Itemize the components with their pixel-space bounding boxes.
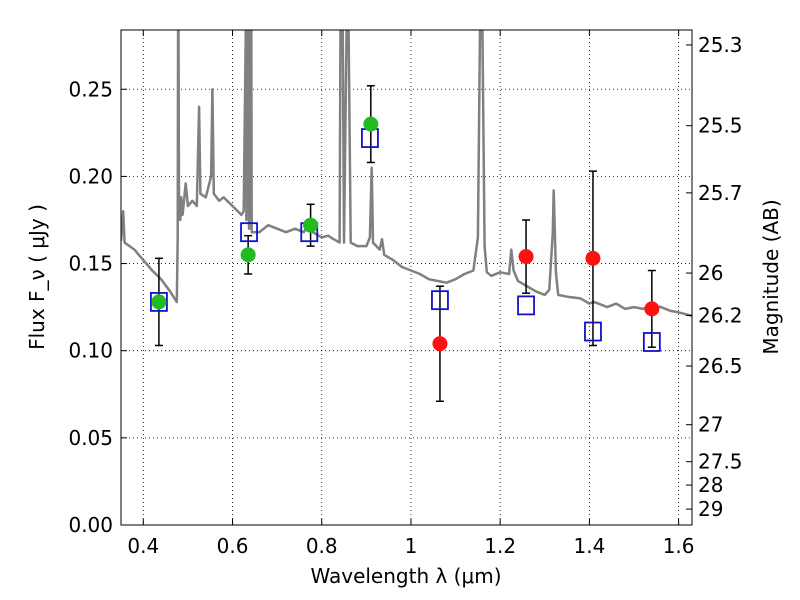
right-tick-label: 25.7 bbox=[698, 181, 743, 205]
y-tick-label: 0.05 bbox=[68, 426, 113, 450]
plot-background bbox=[121, 30, 692, 525]
y-tick-label: 0.25 bbox=[68, 77, 113, 101]
x-tick-label: 1.4 bbox=[573, 534, 605, 558]
plot-frame bbox=[120, 29, 693, 526]
x-axis-label: Wavelength λ (μm) bbox=[310, 564, 501, 588]
y-axis-label: Flux F_ν ( μJy ) bbox=[25, 204, 49, 350]
observed-point bbox=[303, 217, 319, 233]
grid bbox=[121, 30, 692, 526]
observed-point bbox=[240, 247, 256, 263]
x-tick-label: 0.8 bbox=[306, 534, 338, 558]
x-tick-label: 1.6 bbox=[663, 534, 695, 558]
x-tick-label: 1.2 bbox=[484, 534, 516, 558]
y-tick-label: 0.15 bbox=[68, 252, 113, 276]
right-tick-label: 25.5 bbox=[698, 114, 743, 138]
model-square-point bbox=[150, 292, 168, 312]
observed-point bbox=[644, 301, 660, 317]
right-tick-label: 27 bbox=[698, 413, 723, 437]
y-tick-label: 0.10 bbox=[68, 339, 113, 363]
plot-area bbox=[121, 30, 692, 402]
spectrum-line bbox=[121, 30, 692, 318]
right-tick-label: 28 bbox=[698, 473, 723, 497]
x-tick-label: 1 bbox=[405, 534, 418, 558]
observed-point bbox=[363, 116, 379, 132]
model-square-point bbox=[584, 321, 602, 342]
right-tick-label: 29 bbox=[698, 497, 723, 521]
y-tick-label: 0.20 bbox=[68, 164, 113, 188]
model-square-point bbox=[240, 222, 258, 243]
x-tick-label: 0.4 bbox=[127, 534, 159, 558]
right-tick-label: 25.3 bbox=[698, 33, 743, 57]
right-tick-label: 26 bbox=[698, 261, 723, 285]
right-tick-label: 26.2 bbox=[698, 303, 743, 327]
y-tick-label: 0.00 bbox=[68, 513, 113, 537]
right-tick-label: 27.5 bbox=[698, 450, 743, 474]
observed-point bbox=[518, 249, 534, 265]
observed-point bbox=[585, 250, 601, 266]
axes: 0.4 0.6 0.8 1 1.2 1.4 1.6 0.00 0.05 0.10 0.15 0.20 0… bbox=[68, 30, 743, 558]
observed-point bbox=[432, 336, 448, 352]
x-tick-label: 0.6 bbox=[217, 534, 249, 558]
right-tick-label: 26.5 bbox=[698, 354, 743, 378]
model-square-point bbox=[517, 295, 535, 316]
model-square-point bbox=[642, 332, 661, 352]
observed-point bbox=[151, 294, 167, 310]
y-axis-right-label: Magnitude (AB) bbox=[759, 199, 783, 354]
model-square-point bbox=[431, 290, 449, 311]
